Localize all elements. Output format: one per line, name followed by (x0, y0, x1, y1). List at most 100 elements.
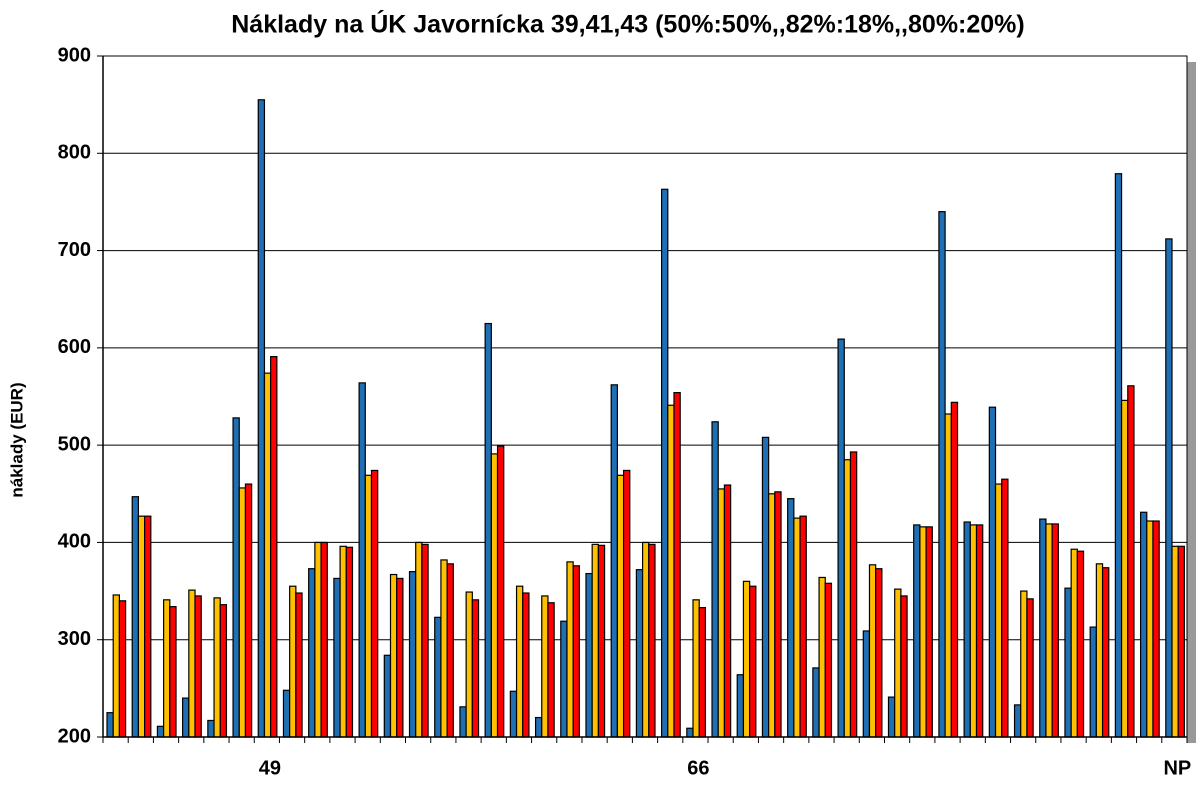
bar (969, 524, 978, 738)
bar (1095, 563, 1104, 738)
bar (1051, 523, 1059, 738)
bar (887, 696, 896, 738)
bar (950, 401, 959, 738)
bar (112, 594, 120, 738)
bar (182, 697, 190, 738)
bar (484, 322, 492, 738)
bar (711, 421, 719, 738)
bar (383, 654, 392, 738)
bar (263, 372, 272, 738)
bar (1076, 550, 1085, 738)
bar (106, 712, 114, 738)
bar (849, 451, 858, 738)
bar (471, 599, 480, 738)
bar (566, 561, 574, 738)
bar (465, 591, 473, 738)
bar (547, 602, 555, 738)
bar (389, 573, 398, 738)
bar (1177, 545, 1185, 738)
bar (843, 459, 852, 738)
bar (339, 545, 347, 738)
bar (742, 580, 751, 738)
bar (597, 544, 606, 738)
bar (787, 498, 795, 738)
bar (913, 524, 921, 738)
bar (207, 719, 215, 738)
bar (1026, 598, 1034, 738)
y-tick-label: 800 (58, 142, 91, 164)
bar (799, 515, 807, 738)
bar (585, 572, 593, 738)
bar (1020, 590, 1028, 738)
chart-title: Náklady na ÚK Javornícka 39,41,43 (50%:5… (231, 9, 1024, 39)
bar (1101, 567, 1110, 738)
bar (1114, 173, 1123, 738)
bar (1152, 520, 1160, 738)
bar (282, 689, 291, 738)
bar (673, 392, 681, 738)
bar (446, 563, 454, 738)
bar (1171, 545, 1179, 738)
bar (238, 487, 247, 738)
bar (560, 620, 568, 738)
y-tick-label: 400 (58, 531, 91, 553)
bar (919, 526, 927, 738)
bar (415, 541, 423, 738)
bar (270, 356, 278, 738)
bar (648, 543, 656, 738)
bar (698, 607, 707, 738)
frame-shadow (1187, 62, 1196, 743)
bar (219, 604, 228, 738)
bar (768, 493, 776, 738)
bar (686, 727, 694, 738)
bar (1045, 523, 1053, 738)
bar (723, 484, 732, 738)
bar (1146, 520, 1154, 738)
bar (370, 469, 379, 738)
bar (1139, 511, 1148, 738)
bar (692, 599, 700, 738)
y-tick-label: 600 (58, 336, 91, 358)
y-axis-label: náklady (EUR) (7, 382, 26, 497)
bar (894, 588, 902, 738)
bar (194, 595, 202, 738)
bar (421, 543, 429, 738)
bar (616, 474, 625, 738)
bar (963, 521, 971, 738)
bar (188, 589, 196, 738)
bar (622, 469, 631, 738)
x-tick-label: 66 (687, 757, 709, 779)
bar (522, 592, 530, 738)
bar (118, 600, 127, 738)
bar (345, 546, 354, 738)
bar (408, 571, 417, 738)
bar (900, 595, 908, 738)
bar (1013, 704, 1022, 738)
bar (496, 445, 505, 738)
bar (994, 483, 1003, 738)
bar (667, 404, 675, 738)
bar (812, 667, 820, 738)
bar (490, 453, 499, 738)
bar (661, 188, 669, 738)
bar (975, 524, 984, 738)
bar (131, 496, 140, 738)
bar (232, 417, 240, 738)
bar (1039, 518, 1047, 738)
bar (938, 211, 946, 738)
bar (289, 585, 297, 738)
bar (144, 515, 152, 738)
bar (1070, 548, 1078, 738)
bar (244, 483, 253, 738)
bar (314, 541, 322, 738)
bar (1127, 385, 1135, 738)
bar (591, 543, 599, 738)
bar (988, 406, 997, 738)
bar (761, 436, 770, 738)
bar (333, 577, 341, 738)
bar (295, 592, 303, 738)
bar (1064, 587, 1072, 738)
bar (1089, 626, 1097, 738)
y-tick-label: 300 (58, 628, 91, 650)
